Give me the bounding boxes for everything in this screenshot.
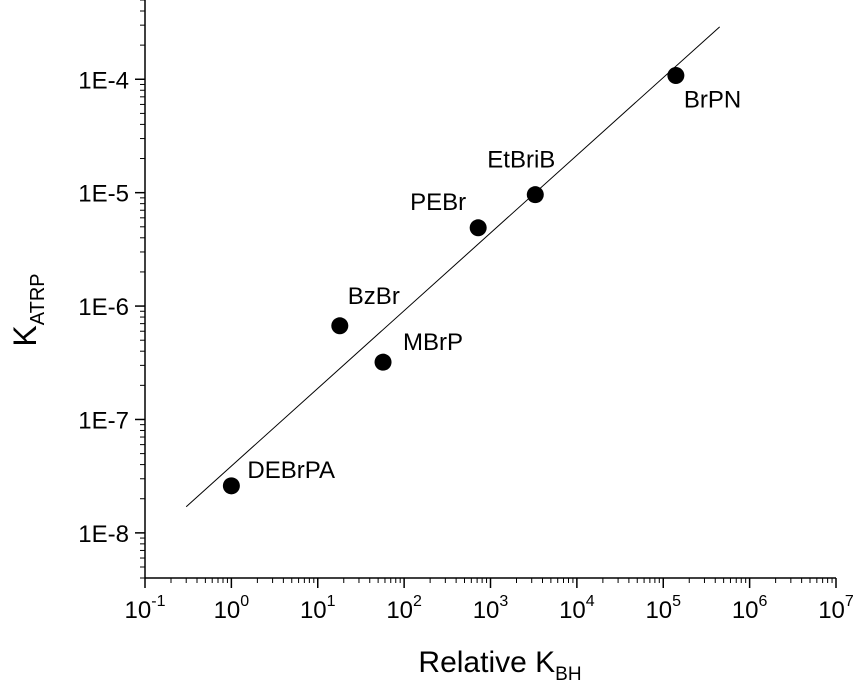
x-tick-label-exponent: 5 (672, 593, 681, 610)
data-label-bzbr: BzBr (348, 283, 400, 310)
y-axis-title: KATRP (7, 273, 49, 346)
x-tick-label: 107 (818, 593, 854, 624)
x-tick-label-exponent: 4 (586, 593, 595, 610)
axis-tick-labels: 10-1 100 101 102 103 104 105 106 1071E-81E-71E-6… (78, 67, 854, 624)
x-tick-label: 104 (559, 593, 595, 624)
x-tick-label-base: 10 (732, 597, 759, 624)
x-tick-label-base: 10 (645, 597, 672, 624)
data-label-brpn: BrPN (684, 86, 741, 113)
data-point-debrpa (222, 477, 240, 495)
x-tick-label: 105 (645, 593, 681, 624)
data-points (222, 66, 685, 495)
x-tick-label-exponent: -1 (151, 593, 165, 610)
y-axis-title-sub: ATRP (27, 273, 49, 325)
x-tick-label-base: 10 (214, 597, 241, 624)
plot-area: 10-1 100 101 102 103 104 105 106 1071E-81E-71E-6… (78, 0, 854, 624)
x-tick-label: 10-1 (125, 593, 166, 624)
x-tick-label-base: 10 (125, 597, 152, 624)
x-axis-title-sub: BH (555, 664, 581, 685)
data-point-pebr (469, 219, 487, 237)
x-tick-label-base: 10 (386, 597, 413, 624)
y-tick-label: 1E-8 (78, 521, 129, 548)
x-tick-label-exponent: 1 (327, 593, 336, 610)
x-tick-label-exponent: 3 (499, 593, 508, 610)
x-tick-label-exponent: 7 (845, 593, 854, 610)
y-tick-label: 1E-7 (78, 407, 129, 434)
x-tick-label: 100 (214, 593, 250, 624)
x-tick-label-exponent: 0 (240, 593, 249, 610)
x-tick-label-base: 10 (473, 597, 500, 624)
x-tick-label-exponent: 2 (413, 593, 422, 610)
y-axis-title-main: K (7, 325, 43, 346)
data-label-mbrp: MBrP (403, 329, 463, 356)
data-point-etbrib (526, 186, 544, 204)
x-axis-title-main: Relative K (418, 646, 555, 679)
y-tick-label: 1E-4 (78, 67, 129, 94)
x-tick-label-base: 10 (818, 597, 845, 624)
x-tick-label-base: 10 (300, 597, 327, 624)
y-tick-label: 1E-6 (78, 294, 129, 321)
axis-ticks (135, 0, 837, 588)
x-tick-label: 106 (732, 593, 768, 624)
fit-line (185, 26, 721, 508)
y-tick-label: 1E-5 (78, 181, 129, 208)
x-tick-label: 101 (300, 593, 336, 624)
data-label-pebr: PEBr (410, 189, 466, 216)
x-tick-label-exponent: 6 (759, 593, 768, 610)
x-tick-label-base: 10 (559, 597, 586, 624)
data-point-bzbr (331, 317, 349, 335)
x-tick-label: 103 (473, 593, 509, 624)
data-point-brpn (667, 66, 685, 84)
data-label-etbrib: EtBriB (487, 147, 555, 174)
data-point-mbrp (374, 353, 392, 371)
data-label-debrpa: DEBrPA (247, 457, 335, 484)
x-tick-label: 102 (386, 593, 422, 624)
x-axis-title: Relative KBH (418, 646, 581, 685)
